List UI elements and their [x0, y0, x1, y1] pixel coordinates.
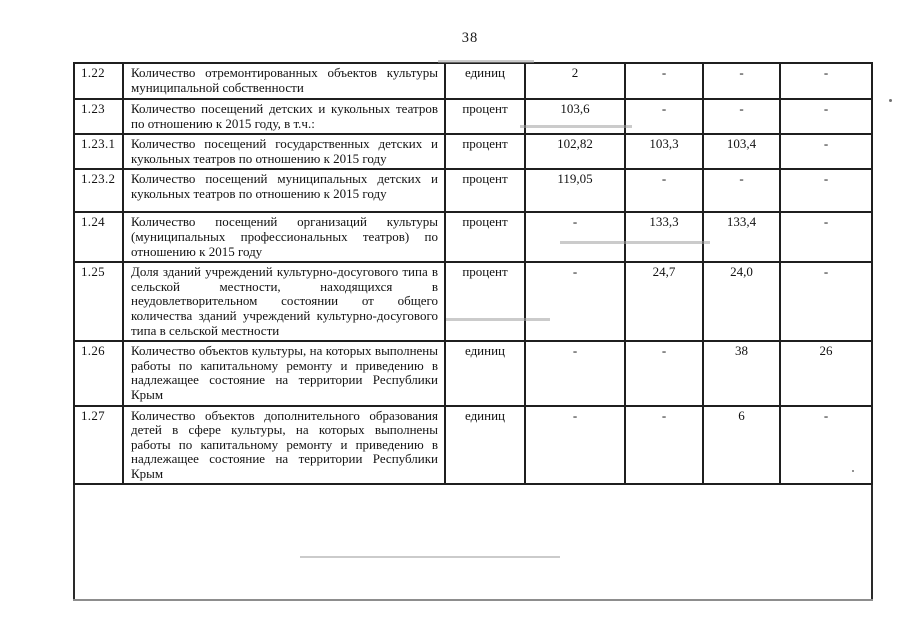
value-cell: 103,6 — [524, 97, 626, 136]
empty-area-row — [73, 483, 873, 602]
value-cell: - — [779, 168, 873, 214]
unit-cell: единиц — [444, 340, 526, 407]
value-cell: 2 — [524, 62, 626, 100]
value-cell: 38 — [702, 340, 781, 407]
indicator-name-cell: Количество объектов культуры, на которых… — [122, 340, 446, 407]
indicator-name-cell: Количество отремонтированных объектов ку… — [122, 62, 446, 100]
scan-artifact — [889, 99, 892, 102]
table-row: 1.23 Количество посещений детских и куко… — [73, 97, 873, 136]
value-cell: - — [779, 97, 873, 136]
unit-cell: единиц — [444, 404, 526, 486]
value-cell: - — [779, 62, 873, 100]
unit-cell: процент — [444, 211, 526, 264]
unit-cell: процент — [444, 97, 526, 136]
indicator-name-cell: Количество посещений государственных дет… — [122, 133, 446, 171]
row-number-cell: 1.27 — [73, 404, 124, 486]
table-row: 1.22 Количество отремонтированных объект… — [73, 62, 873, 100]
indicator-name-cell: Количество посещений муниципальных детск… — [122, 168, 446, 214]
value-cell: - — [779, 261, 873, 343]
row-number-cell: 1.22 — [73, 62, 124, 100]
value-cell: - — [524, 404, 626, 486]
value-cell: - — [624, 340, 704, 407]
unit-cell: единиц — [444, 62, 526, 100]
value-cell: 102,82 — [524, 133, 626, 171]
row-number-cell: 1.23.2 — [73, 168, 124, 214]
page-number: 38 — [461, 30, 479, 46]
value-cell: - — [702, 62, 781, 100]
row-number-cell: 1.24 — [73, 211, 124, 264]
value-cell: 103,4 — [702, 133, 781, 171]
unit-cell: процент — [444, 168, 526, 214]
value-cell: - — [524, 340, 626, 407]
value-cell: 24,7 — [624, 261, 704, 343]
value-cell: 6 — [702, 404, 781, 486]
value-cell: - — [624, 62, 704, 100]
value-cell: - — [624, 404, 704, 486]
value-cell: 133,4 — [702, 211, 781, 264]
value-cell: 24,0 — [702, 261, 781, 343]
indicator-name-cell: Количество посещений организаций культур… — [122, 211, 446, 264]
value-cell: - — [624, 97, 704, 136]
row-number-cell: 1.23.1 — [73, 133, 124, 171]
row-number-cell: 1.25 — [73, 261, 124, 343]
value-cell: - — [524, 211, 626, 264]
value-cell: - — [524, 261, 626, 343]
table-row: 1.27 Количество объектов дополнительного… — [73, 404, 873, 486]
table-row: 1.26 Количество объектов культуры, на ко… — [73, 340, 873, 407]
value-cell: - — [779, 133, 873, 171]
value-cell: - — [702, 168, 781, 214]
indicators-table: 1.22 Количество отремонтированных объект… — [73, 62, 873, 602]
value-cell: - — [624, 168, 704, 214]
indicator-name-cell: Количество объектов дополнительного обра… — [122, 404, 446, 486]
value-cell: 133,3 — [624, 211, 704, 264]
empty-area — [73, 483, 873, 602]
value-cell: - — [779, 211, 873, 264]
unit-cell: процент — [444, 133, 526, 171]
value-cell: 26 — [779, 340, 873, 407]
value-cell: - — [779, 404, 873, 486]
row-number-cell: 1.26 — [73, 340, 124, 407]
table-row: 1.23.1 Количество посещений государствен… — [73, 133, 873, 171]
value-cell: 119,05 — [524, 168, 626, 214]
row-number-cell: 1.23 — [73, 97, 124, 136]
unit-cell: процент — [444, 261, 526, 343]
indicator-name-cell: Доля зданий учреждений культурно-досугов… — [122, 261, 446, 343]
table-row: 1.23.2 Количество посещений муниципальны… — [73, 168, 873, 214]
value-cell: 103,3 — [624, 133, 704, 171]
indicator-name-cell: Количество посещений детских и кукольных… — [122, 97, 446, 136]
table-row: 1.25 Доля зданий учреждений культурно-до… — [73, 261, 873, 343]
table-row: 1.24 Количество посещений организаций ку… — [73, 211, 873, 264]
value-cell: - — [702, 97, 781, 136]
